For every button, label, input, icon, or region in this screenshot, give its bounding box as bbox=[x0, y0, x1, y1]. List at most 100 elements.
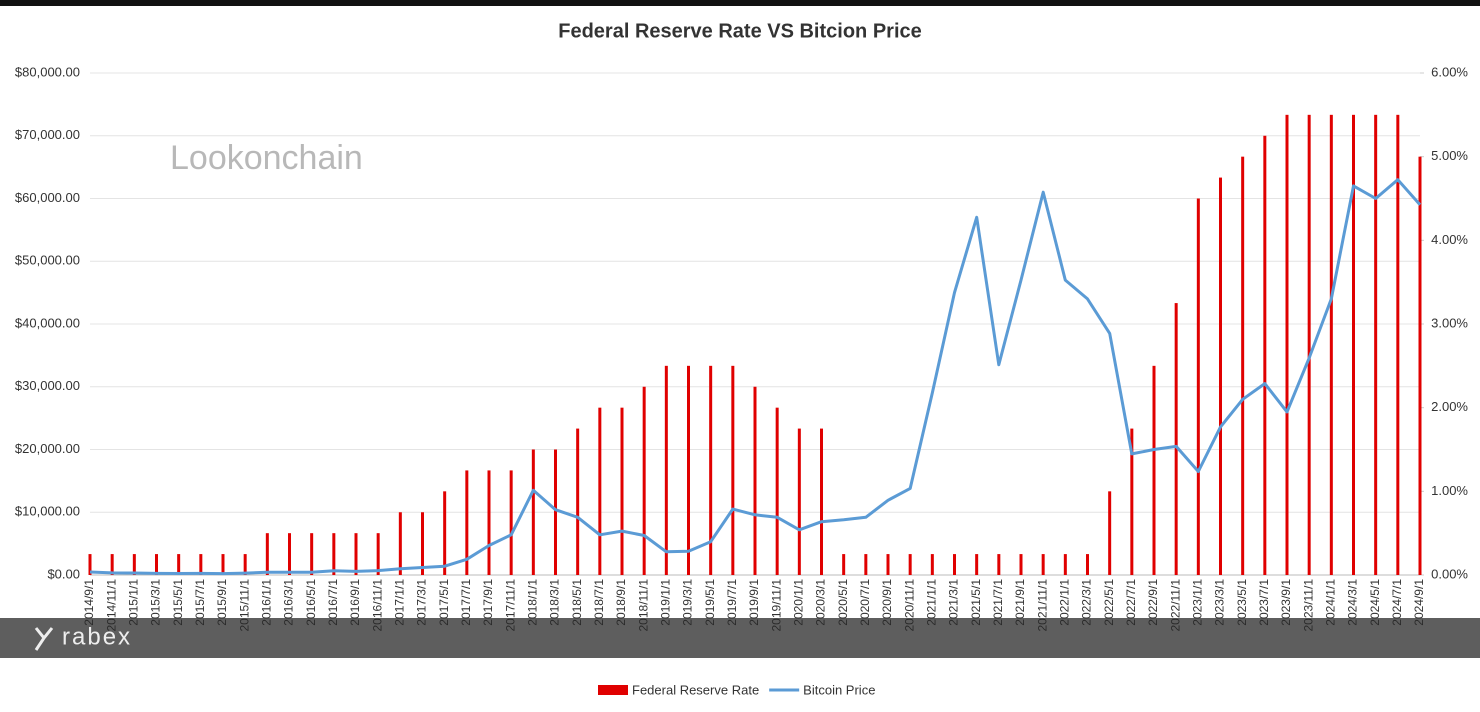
bar bbox=[310, 533, 314, 575]
bar bbox=[775, 407, 779, 575]
x-tick-label: 2022/5/1 bbox=[1102, 579, 1116, 626]
x-tick-label: 2017/3/1 bbox=[415, 579, 429, 626]
bar bbox=[354, 533, 358, 575]
bar bbox=[421, 512, 424, 575]
x-tick-label: 2023/3/1 bbox=[1213, 579, 1227, 626]
bar bbox=[731, 365, 735, 575]
bar bbox=[376, 533, 380, 575]
bar bbox=[953, 554, 956, 575]
bar bbox=[221, 554, 225, 575]
bar bbox=[1108, 491, 1112, 575]
x-tick-label: 2019/5/1 bbox=[703, 579, 717, 626]
bar bbox=[1307, 114, 1311, 575]
bar bbox=[576, 428, 580, 575]
bar bbox=[465, 470, 469, 575]
bar bbox=[864, 554, 868, 575]
banner-icon bbox=[34, 627, 54, 651]
y-tick-label: $10,000.00 bbox=[15, 504, 80, 519]
bar bbox=[842, 554, 846, 575]
x-tick-label: 2022/1/1 bbox=[1058, 579, 1072, 626]
y2-tick-label: 0.00% bbox=[1431, 566, 1468, 581]
y-tick-label: $50,000.00 bbox=[15, 253, 80, 268]
x-tick-label: 2018/3/1 bbox=[548, 579, 562, 626]
watermark: Lookonchain bbox=[170, 139, 363, 177]
bar bbox=[820, 428, 823, 575]
bar bbox=[443, 491, 447, 575]
bar bbox=[155, 554, 158, 575]
bar bbox=[1219, 177, 1222, 576]
bar bbox=[709, 365, 713, 575]
bar bbox=[199, 554, 203, 575]
x-tick-label: 2021/1/1 bbox=[925, 579, 939, 626]
bar bbox=[1019, 554, 1023, 575]
x-tick-label: 2015/9/1 bbox=[215, 579, 229, 626]
x-tick-label: 2023/9/1 bbox=[1279, 579, 1293, 626]
y-tick-label: $80,000.00 bbox=[15, 64, 80, 79]
bar bbox=[975, 554, 979, 575]
bar bbox=[753, 386, 757, 575]
x-tick-label: 2020/1/1 bbox=[792, 579, 806, 626]
x-tick-label: 2016/9/1 bbox=[348, 579, 362, 626]
x-tick-label: 2019/7/1 bbox=[725, 579, 739, 626]
price-line bbox=[89, 178, 1422, 576]
legend-swatch bbox=[598, 685, 628, 695]
y2-tick-label: 1.00% bbox=[1431, 483, 1468, 498]
x-tick-label: 2014/9/1 bbox=[82, 579, 96, 626]
x-tick-label: 2017/7/1 bbox=[459, 579, 473, 626]
bar bbox=[288, 533, 291, 575]
bar bbox=[664, 365, 668, 575]
x-tick-label: 2017/9/1 bbox=[481, 579, 495, 626]
x-tick-label: 2018/1/1 bbox=[526, 579, 540, 626]
x-tick-label: 2019/1/1 bbox=[659, 579, 673, 626]
legend-label: Bitcoin Price bbox=[803, 682, 875, 697]
x-tick-label: 2016/7/1 bbox=[326, 579, 340, 626]
legend-label: Federal Reserve Rate bbox=[632, 682, 759, 697]
y-tick-label: $30,000.00 bbox=[15, 378, 80, 393]
bar bbox=[531, 449, 535, 575]
bar bbox=[620, 407, 624, 575]
bar bbox=[797, 428, 801, 575]
bar bbox=[908, 554, 912, 575]
bar bbox=[1152, 365, 1156, 575]
x-tick-label: 2018/5/1 bbox=[570, 579, 584, 626]
y-tick-label: $0.00 bbox=[47, 566, 80, 581]
bar bbox=[1196, 198, 1200, 575]
y-tick-label: $70,000.00 bbox=[15, 127, 80, 142]
bar bbox=[1041, 554, 1045, 575]
chart-title: Federal Reserve Rate VS Bitcion Price bbox=[558, 20, 922, 42]
y2-tick-label: 5.00% bbox=[1431, 148, 1468, 163]
x-tick-label: 2024/1/1 bbox=[1324, 579, 1338, 626]
bar bbox=[687, 365, 690, 575]
y-tick-label: $40,000.00 bbox=[15, 315, 80, 330]
bar bbox=[332, 533, 336, 575]
x-tick-label: 2024/5/1 bbox=[1368, 579, 1382, 626]
bar bbox=[642, 386, 646, 575]
x-tick-label: 2021/3/1 bbox=[947, 579, 961, 626]
y2-tick-label: 2.00% bbox=[1431, 399, 1468, 414]
x-tick-label: 2021/5/1 bbox=[969, 579, 983, 626]
bar bbox=[265, 533, 269, 575]
y2-tick-label: 6.00% bbox=[1431, 64, 1468, 79]
x-tick-label: 2021/7/1 bbox=[991, 579, 1005, 626]
bar bbox=[243, 554, 247, 575]
bar bbox=[1396, 114, 1400, 575]
top-edge bbox=[0, 0, 1480, 6]
x-tick-label: 2015/3/1 bbox=[149, 579, 163, 626]
bar bbox=[1285, 114, 1289, 575]
bar bbox=[1063, 554, 1067, 575]
x-tick-label: 2024/7/1 bbox=[1390, 579, 1404, 626]
bar bbox=[132, 554, 136, 575]
x-tick-label: 2024/3/1 bbox=[1346, 579, 1360, 626]
x-tick-label: 2018/7/1 bbox=[592, 579, 606, 626]
x-tick-label: 2016/5/1 bbox=[304, 579, 318, 626]
y-tick-label: $60,000.00 bbox=[15, 190, 80, 205]
x-tick-label: 2015/5/1 bbox=[171, 579, 185, 626]
x-tick-label: 2019/9/1 bbox=[747, 579, 761, 626]
y-tick-label: $20,000.00 bbox=[15, 441, 80, 456]
bar bbox=[886, 554, 890, 575]
bar bbox=[1241, 156, 1245, 575]
bar bbox=[1329, 114, 1333, 575]
y2-tick-label: 3.00% bbox=[1431, 315, 1468, 330]
x-tick-label: 2019/3/1 bbox=[681, 579, 695, 626]
